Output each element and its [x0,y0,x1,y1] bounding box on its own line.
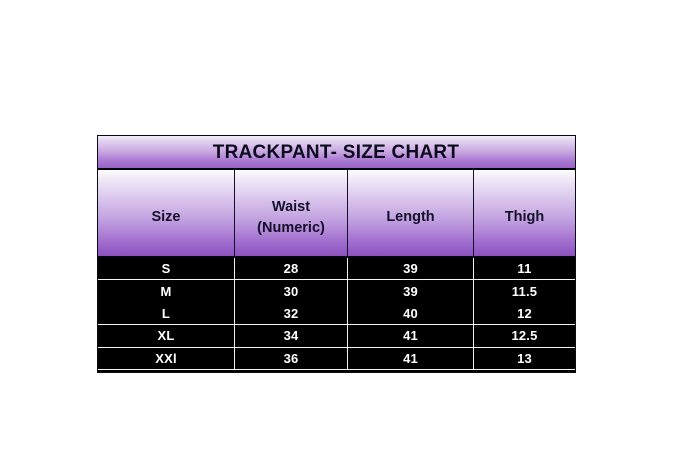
column-header-thigh-label: Thigh [504,209,545,226]
cell-size: XXl [98,347,235,369]
table-row: S 28 39 11 [98,258,575,281]
table-body: S 28 39 11 M 30 39 11.5 L 32 40 12 XL 34… [98,258,575,370]
cell-size: XL [98,325,235,347]
column-header-length: Length [348,170,474,256]
chart-title-bar: TRACKPANT- SIZE CHART [98,136,575,170]
cell-thigh: 12.5 [511,328,538,344]
cell-length: 40 [348,302,474,325]
cell-size: M [98,280,235,303]
cell-waist: 32 [235,302,348,325]
trackpant-size-chart-table: TRACKPANT- SIZE CHART Size Waist (Numeri… [97,135,576,373]
table-header-row: Size Waist (Numeric) Length Thigh [98,170,575,258]
cell-thigh: 13 [517,350,532,366]
cell-waist: 30 [235,280,348,303]
column-header-waist-sublabel: (Numeric) [257,220,325,236]
column-header-waist: Waist (Numeric) [235,170,348,256]
column-header-thigh: Thigh [474,170,575,256]
cell-waist: 34 [235,325,348,347]
cell-thigh: 11.5 [511,284,538,300]
column-header-size: Size [98,170,235,256]
cell-length: 41 [348,325,474,347]
cell-length: 39 [348,258,474,280]
table-row: XL 34 41 12.5 [98,325,575,348]
cell-length: 41 [348,347,474,369]
table-row: M 30 39 11.5 [98,280,575,303]
cell-length: 39 [348,280,474,303]
chart-title: TRACKPANT- SIZE CHART [213,140,460,163]
cell-thigh: 11 [517,261,532,277]
column-header-size-label: Size [151,209,181,226]
column-header-length-label: Length [386,209,435,226]
cell-waist: 28 [235,258,348,280]
cell-size: S [98,258,235,280]
table-row: XXl 36 41 13 [98,347,575,370]
table-row: L 32 40 12 [98,302,575,326]
column-header-waist-label: Waist [271,198,311,215]
cell-waist: 36 [235,347,348,369]
cell-thigh: 12 [517,305,532,321]
cell-size: L [98,302,235,325]
